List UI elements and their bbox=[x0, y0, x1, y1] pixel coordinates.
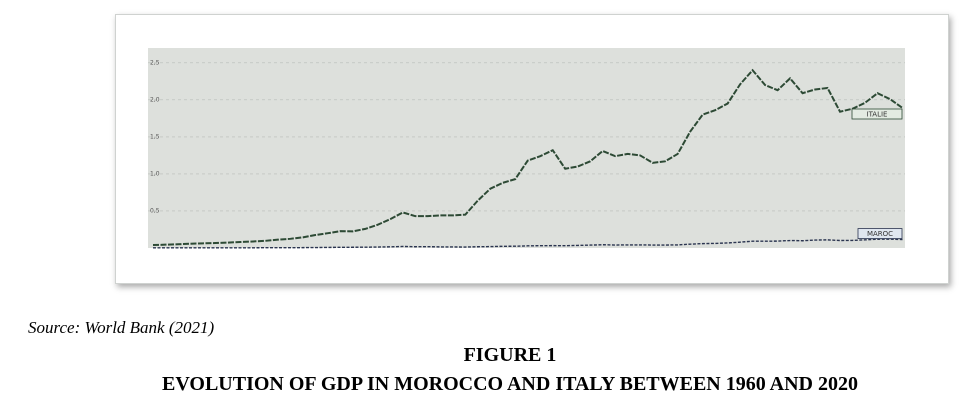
y-tick-label: 1,5 bbox=[150, 133, 160, 140]
series-line bbox=[152, 238, 903, 249]
source: Source: World Bank (2021) bbox=[28, 318, 215, 337]
series-label: MAROC bbox=[867, 230, 893, 238]
series-label-box bbox=[857, 228, 903, 239]
y-tick-label: 0,5 bbox=[150, 207, 160, 214]
y-tick-label: 1,0 bbox=[150, 170, 160, 177]
y-tick-label: 2,0 bbox=[150, 96, 160, 103]
caption: EVOLUTION OF GDP IN MOROCCO AND ITALY BE… bbox=[162, 373, 858, 395]
chart: 0,5 1,0 1,5 2,0 2,5 ITALIE MAROC bbox=[148, 48, 905, 249]
y-tick-label: 2,5 bbox=[150, 59, 160, 66]
plot-area bbox=[148, 48, 905, 248]
series-line bbox=[152, 68, 904, 247]
series-label: ITALIE bbox=[867, 111, 888, 119]
figure-label: FIGURE 1 bbox=[463, 344, 557, 366]
series-label-box bbox=[851, 108, 903, 120]
